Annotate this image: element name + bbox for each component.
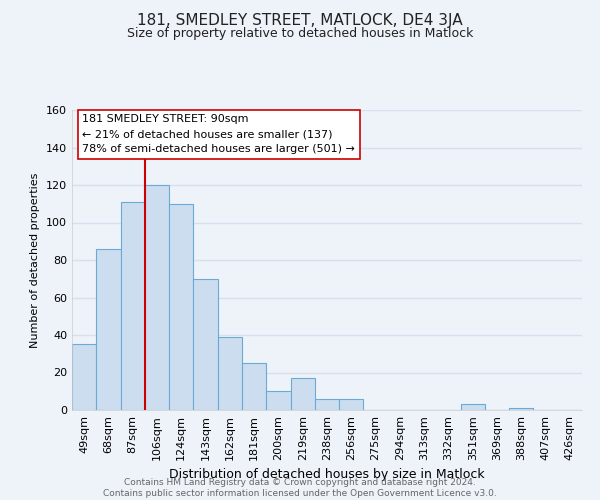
- Bar: [509, 408, 533, 410]
- Text: Contains HM Land Registry data © Crown copyright and database right 2024.
Contai: Contains HM Land Registry data © Crown c…: [103, 478, 497, 498]
- Bar: [169, 204, 193, 410]
- Y-axis label: Number of detached properties: Number of detached properties: [31, 172, 40, 348]
- Text: 181, SMEDLEY STREET, MATLOCK, DE4 3JA: 181, SMEDLEY STREET, MATLOCK, DE4 3JA: [137, 12, 463, 28]
- Bar: [461, 404, 485, 410]
- Bar: [72, 344, 96, 410]
- Text: Size of property relative to detached houses in Matlock: Size of property relative to detached ho…: [127, 28, 473, 40]
- Bar: [290, 378, 315, 410]
- Bar: [193, 279, 218, 410]
- Bar: [145, 185, 169, 410]
- Bar: [121, 202, 145, 410]
- Bar: [96, 248, 121, 410]
- Bar: [242, 363, 266, 410]
- X-axis label: Distribution of detached houses by size in Matlock: Distribution of detached houses by size …: [169, 468, 485, 481]
- Text: 181 SMEDLEY STREET: 90sqm
← 21% of detached houses are smaller (137)
78% of semi: 181 SMEDLEY STREET: 90sqm ← 21% of detac…: [82, 114, 355, 154]
- Bar: [266, 391, 290, 410]
- Bar: [315, 399, 339, 410]
- Bar: [218, 337, 242, 410]
- Bar: [339, 399, 364, 410]
